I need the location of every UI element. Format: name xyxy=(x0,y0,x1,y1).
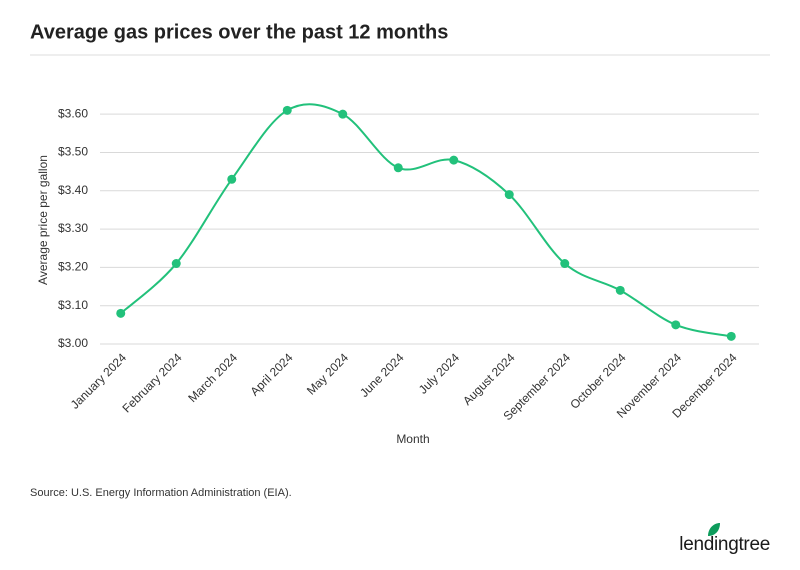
source-note: Source: U.S. Energy Information Administ… xyxy=(30,487,292,499)
y-tick-label: $3.40 xyxy=(58,183,88,197)
y-axis-title: Average price per gallon xyxy=(36,155,50,285)
point xyxy=(393,163,403,173)
point xyxy=(671,320,681,330)
x-tick-label: October 2024 xyxy=(567,350,629,412)
point xyxy=(116,308,126,318)
y-tick-label: $3.30 xyxy=(58,221,88,235)
y-tick-label: $3.60 xyxy=(58,106,88,120)
x-tick-label: August 2024 xyxy=(460,350,518,408)
point xyxy=(615,285,625,295)
point xyxy=(227,174,237,184)
point xyxy=(504,190,514,200)
point xyxy=(726,331,736,341)
x-tick-label: April 2024 xyxy=(247,350,295,398)
y-tick-label: $3.00 xyxy=(58,336,88,350)
x-tick-label: February 2024 xyxy=(120,350,185,415)
x-tick-label: July 2024 xyxy=(416,350,462,396)
logo: lendingtree xyxy=(679,523,770,555)
point xyxy=(171,259,181,269)
point xyxy=(560,259,570,269)
x-tick-label: March 2024 xyxy=(185,350,240,405)
point xyxy=(282,105,292,115)
point xyxy=(338,109,348,119)
y-tick-label: $3.10 xyxy=(58,298,88,312)
x-tick-label: January 2024 xyxy=(68,350,130,412)
x-tick-label: June 2024 xyxy=(357,350,407,400)
chart-title: Average gas prices over the past 12 mont… xyxy=(30,21,448,43)
logo-text: lendingtree xyxy=(679,534,770,555)
point xyxy=(449,155,459,165)
y-tick-label: $3.50 xyxy=(58,145,88,159)
line xyxy=(120,103,732,338)
x-tick-label: May 2024 xyxy=(304,350,351,397)
logo-leaf xyxy=(708,523,720,536)
y-tick-label: $3.20 xyxy=(58,260,88,274)
x-axis-title: Month xyxy=(396,432,429,446)
